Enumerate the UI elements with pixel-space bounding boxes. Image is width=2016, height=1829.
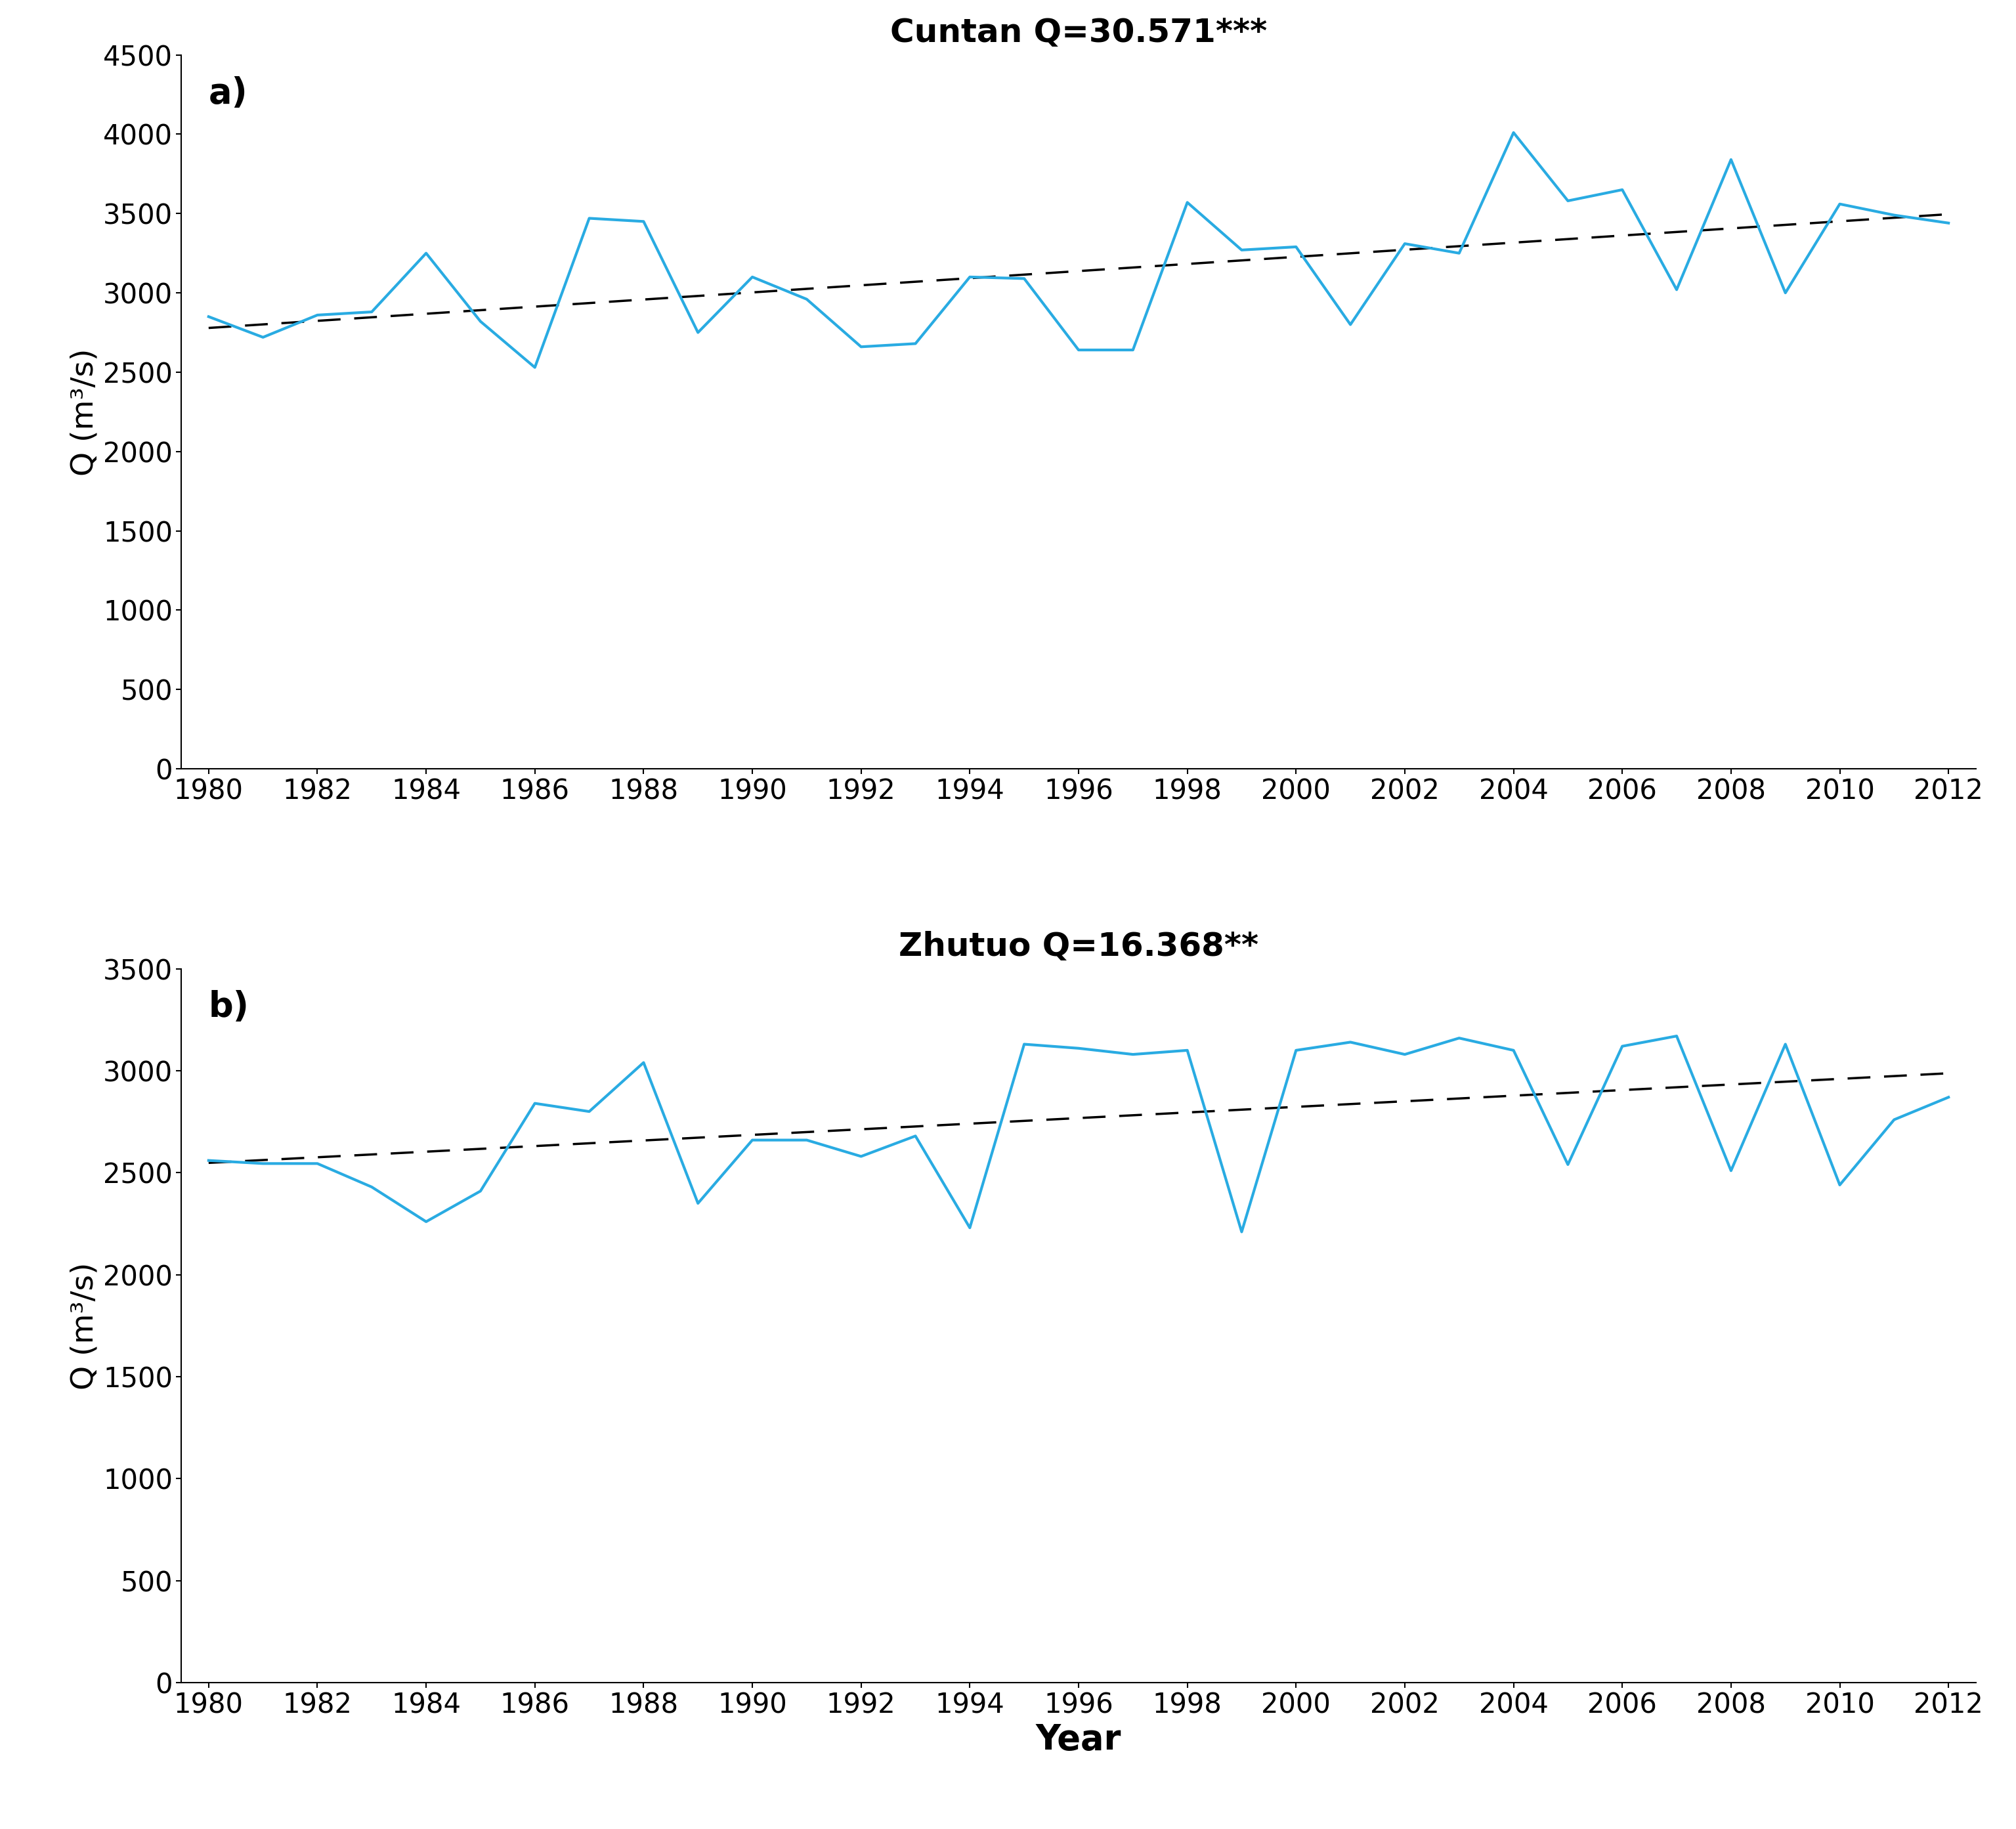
Y-axis label: Q (m³/s): Q (m³/s): [71, 348, 99, 476]
Title: Cuntan Q=30.571***: Cuntan Q=30.571***: [891, 16, 1266, 49]
X-axis label: Year: Year: [1036, 1723, 1121, 1756]
Text: b): b): [208, 989, 248, 1024]
Title: Zhutuo Q=16.368**: Zhutuo Q=16.368**: [899, 931, 1258, 962]
Y-axis label: Q (m³/s): Q (m³/s): [71, 1262, 99, 1390]
Text: a): a): [208, 77, 248, 110]
